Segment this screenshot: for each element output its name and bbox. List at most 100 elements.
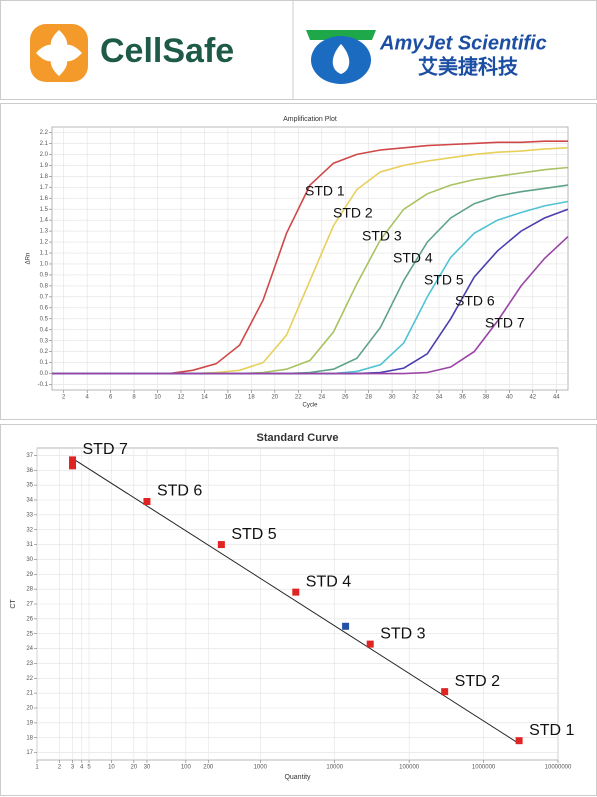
y-tick-label: 26 xyxy=(26,616,33,622)
y-tick-label: 0.5 xyxy=(40,316,49,322)
y-tick-label: 0.1 xyxy=(40,360,49,366)
x-tick-label: 4 xyxy=(80,765,84,771)
point-label: STD 1 xyxy=(529,722,574,739)
y-tick-label: 37 xyxy=(26,453,33,459)
y-tick-label: 2.2 xyxy=(40,130,49,136)
y-tick-label: 0.0 xyxy=(40,371,49,377)
x-tick-label: 4 xyxy=(86,395,90,401)
y-tick-label: 28 xyxy=(26,587,33,593)
x-tick-label: 8 xyxy=(132,395,136,401)
x-tick-label: 22 xyxy=(295,395,302,401)
x-tick-label: 10000000 xyxy=(545,765,572,771)
x-tick-label: 36 xyxy=(459,395,466,401)
y-tick-label: 34 xyxy=(26,498,33,504)
y-tick-label: 31 xyxy=(26,542,33,548)
y-tick-label: 1.9 xyxy=(40,163,49,169)
data-point xyxy=(143,497,151,505)
y-tick-label: 0.3 xyxy=(40,338,49,344)
x-tick-label: 30 xyxy=(389,395,396,401)
x-tick-label: 2 xyxy=(58,765,62,771)
y-tick-label: 0.7 xyxy=(40,294,49,300)
x-tick-label: 1000000 xyxy=(472,765,496,771)
y-tick-label: 19 xyxy=(26,720,33,726)
y-tick-label: 32 xyxy=(26,527,33,533)
point-label: STD 2 xyxy=(455,673,500,690)
plot-area xyxy=(51,126,569,391)
point-label: STD 5 xyxy=(231,526,276,543)
y-tick-label: 0.6 xyxy=(40,305,49,311)
y-tick-label: 1.1 xyxy=(40,251,49,257)
x-tick-label: 20 xyxy=(130,765,137,771)
x-tick-label: 1 xyxy=(35,765,39,771)
x-tick-label: 2 xyxy=(62,395,66,401)
curve-label: STD 4 xyxy=(393,250,433,266)
x-tick-label: 42 xyxy=(529,395,536,401)
y-tick-label: 1.3 xyxy=(40,229,49,235)
y-axis-label: ΔRn xyxy=(26,253,32,265)
y-tick-label: 27 xyxy=(26,602,33,608)
data-point xyxy=(515,737,523,745)
x-tick-label: 32 xyxy=(412,395,419,401)
x-tick-label: 38 xyxy=(483,395,490,401)
y-tick-label: 1.4 xyxy=(40,218,49,224)
x-tick-label: 100 xyxy=(181,765,192,771)
y-tick-label: 36 xyxy=(26,468,33,474)
x-tick-label: 40 xyxy=(506,395,513,401)
x-axis-label: Quantity xyxy=(284,774,311,781)
data-point xyxy=(342,622,350,630)
amplification-curve xyxy=(52,236,569,375)
x-tick-label: 10 xyxy=(154,395,161,401)
y-tick-label: 29 xyxy=(26,572,33,578)
y-tick-label: 1.6 xyxy=(40,196,49,202)
curve-label: STD 3 xyxy=(362,228,402,244)
x-tick-label: 20 xyxy=(271,395,278,401)
y-tick-label: 1.8 xyxy=(40,174,49,180)
y-tick-label: 25 xyxy=(26,631,33,637)
y-axis-label: CT xyxy=(10,599,17,609)
y-tick-label: 33 xyxy=(26,512,33,518)
chart-title: Standard Curve xyxy=(257,432,339,444)
x-axis-label: Cycle xyxy=(302,403,318,409)
x-tick-label: 28 xyxy=(365,395,372,401)
curve-label: STD 6 xyxy=(455,293,495,309)
data-point xyxy=(69,456,77,464)
x-tick-label: 34 xyxy=(436,395,443,401)
data-point xyxy=(292,588,300,596)
y-tick-label: 22 xyxy=(26,676,33,682)
chart-title: Amplification Plot xyxy=(283,116,337,123)
point-label: STD 3 xyxy=(380,625,425,642)
point-label: STD 6 xyxy=(157,483,202,500)
x-tick-label: 16 xyxy=(225,395,232,401)
data-point xyxy=(69,462,77,470)
data-point xyxy=(366,640,374,648)
y-tick-label: 0.4 xyxy=(40,327,49,333)
point-label: STD 7 xyxy=(83,441,128,458)
x-tick-label: 5 xyxy=(87,765,91,771)
y-tick-label: 21 xyxy=(26,691,33,697)
x-tick-label: 1000 xyxy=(254,765,268,771)
y-tick-label: 18 xyxy=(26,735,33,741)
amyjet-icon xyxy=(306,30,376,84)
y-tick-label: 1.0 xyxy=(40,262,49,268)
x-tick-label: 100000 xyxy=(399,765,420,771)
point-label: STD 4 xyxy=(306,573,351,590)
y-tick-label: 2.1 xyxy=(40,141,49,147)
y-tick-label: -0.1 xyxy=(38,382,49,388)
x-tick-label: 200 xyxy=(203,765,214,771)
y-tick-label: 24 xyxy=(26,646,33,652)
curve-label: STD 7 xyxy=(485,315,525,331)
data-point xyxy=(217,541,225,549)
trend-line xyxy=(72,457,520,745)
curve-label: STD 2 xyxy=(333,205,373,221)
y-tick-label: 0.9 xyxy=(40,273,49,279)
x-tick-label: 14 xyxy=(201,395,208,401)
y-tick-label: 1.5 xyxy=(40,207,49,213)
x-tick-label: 10 xyxy=(108,765,115,771)
x-tick-label: 3 xyxy=(71,765,75,771)
data-point xyxy=(441,688,449,696)
amyjet-logo: AmyJet Scientific xyxy=(379,32,547,54)
y-tick-label: 2.0 xyxy=(40,152,49,158)
y-tick-label: 1.2 xyxy=(40,240,49,246)
y-tick-label: 17 xyxy=(26,750,33,756)
header-panel xyxy=(0,0,597,100)
